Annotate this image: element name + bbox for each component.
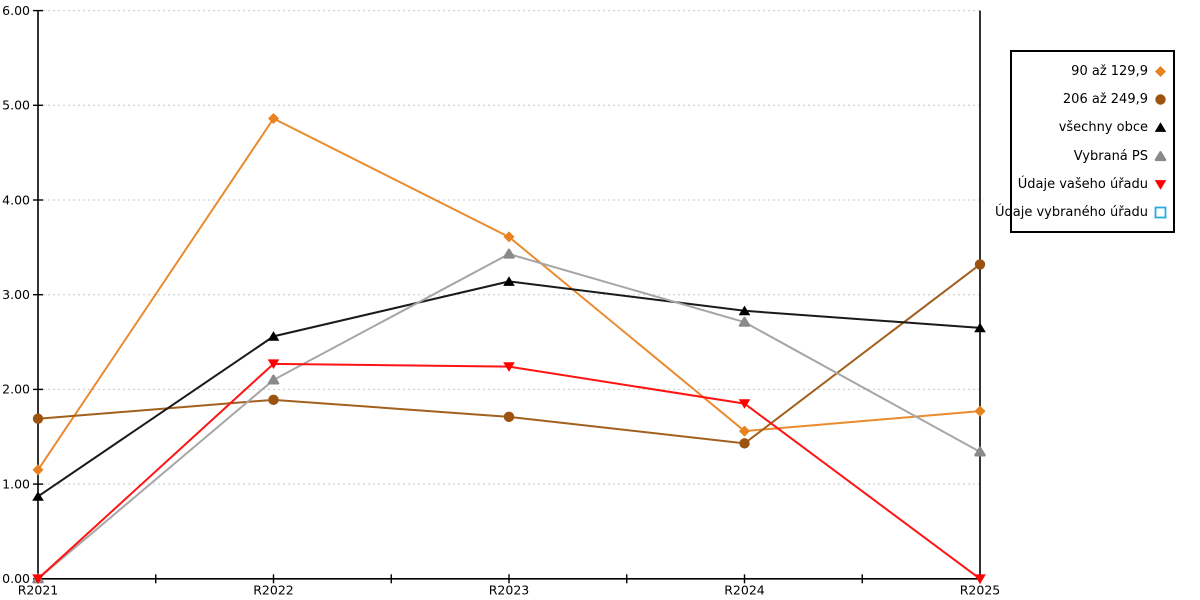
y-axis-label: 2.00 xyxy=(2,382,30,397)
x-axis-label: R2021 xyxy=(18,582,59,597)
legend: 90 až 129,9 206 až 249,9 všechny obce Vy… xyxy=(995,50,1175,233)
x-axis-label: R2025 xyxy=(960,582,1001,597)
legend-item-vybrana-ps: Vybraná PS xyxy=(1012,142,1173,170)
circle-icon xyxy=(1155,94,1166,105)
y-axis-label: 0.00 xyxy=(2,571,30,586)
legend-item-206-az-249: 206 až 249,9 xyxy=(1012,85,1173,113)
legend-item-vsechny-obce: všechny obce xyxy=(1012,114,1173,142)
triangle-up-icon xyxy=(1154,122,1167,133)
series-triangle-up xyxy=(32,276,986,501)
y-axis-label: 5.00 xyxy=(2,98,30,113)
triangle-down-icon xyxy=(1154,179,1167,190)
legend-label: všechny obce xyxy=(1058,120,1148,136)
x-axis-label: R2024 xyxy=(724,582,765,597)
square-outline-icon xyxy=(1154,206,1167,219)
y-axis-label: 6.00 xyxy=(2,3,30,18)
x-axis-label: R2023 xyxy=(489,582,530,597)
series-line xyxy=(37,362,981,580)
x-axis-label: R2022 xyxy=(253,582,294,597)
series-circle xyxy=(32,259,986,449)
series-triangle-down xyxy=(32,359,986,584)
legend-label: 90 až 129,9 xyxy=(1071,63,1148,79)
legend-label: 206 až 249,9 xyxy=(1062,91,1148,107)
diamond-icon xyxy=(1155,65,1166,77)
series-diamond xyxy=(32,113,986,476)
legend-label: Vybraná PS xyxy=(1073,148,1148,164)
y-axis-label: 1.00 xyxy=(2,476,30,491)
legend-item-udaje-vybraneho-uradu: Údaje vybraného úřadu xyxy=(995,198,1173,226)
legend-item-udaje-vaseho-uradu: Údaje vašeho úřadu xyxy=(1012,170,1173,198)
legend-label: Údaje vybraného úřadu xyxy=(994,205,1148,221)
legend-item-90-az-129: 90 až 129,9 xyxy=(1012,57,1173,85)
legend-label: Údaje vašeho úřadu xyxy=(1017,176,1148,192)
y-axis-label: 3.00 xyxy=(2,287,30,302)
triangle-up-icon xyxy=(1154,150,1167,161)
y-axis-label: 4.00 xyxy=(2,192,30,207)
